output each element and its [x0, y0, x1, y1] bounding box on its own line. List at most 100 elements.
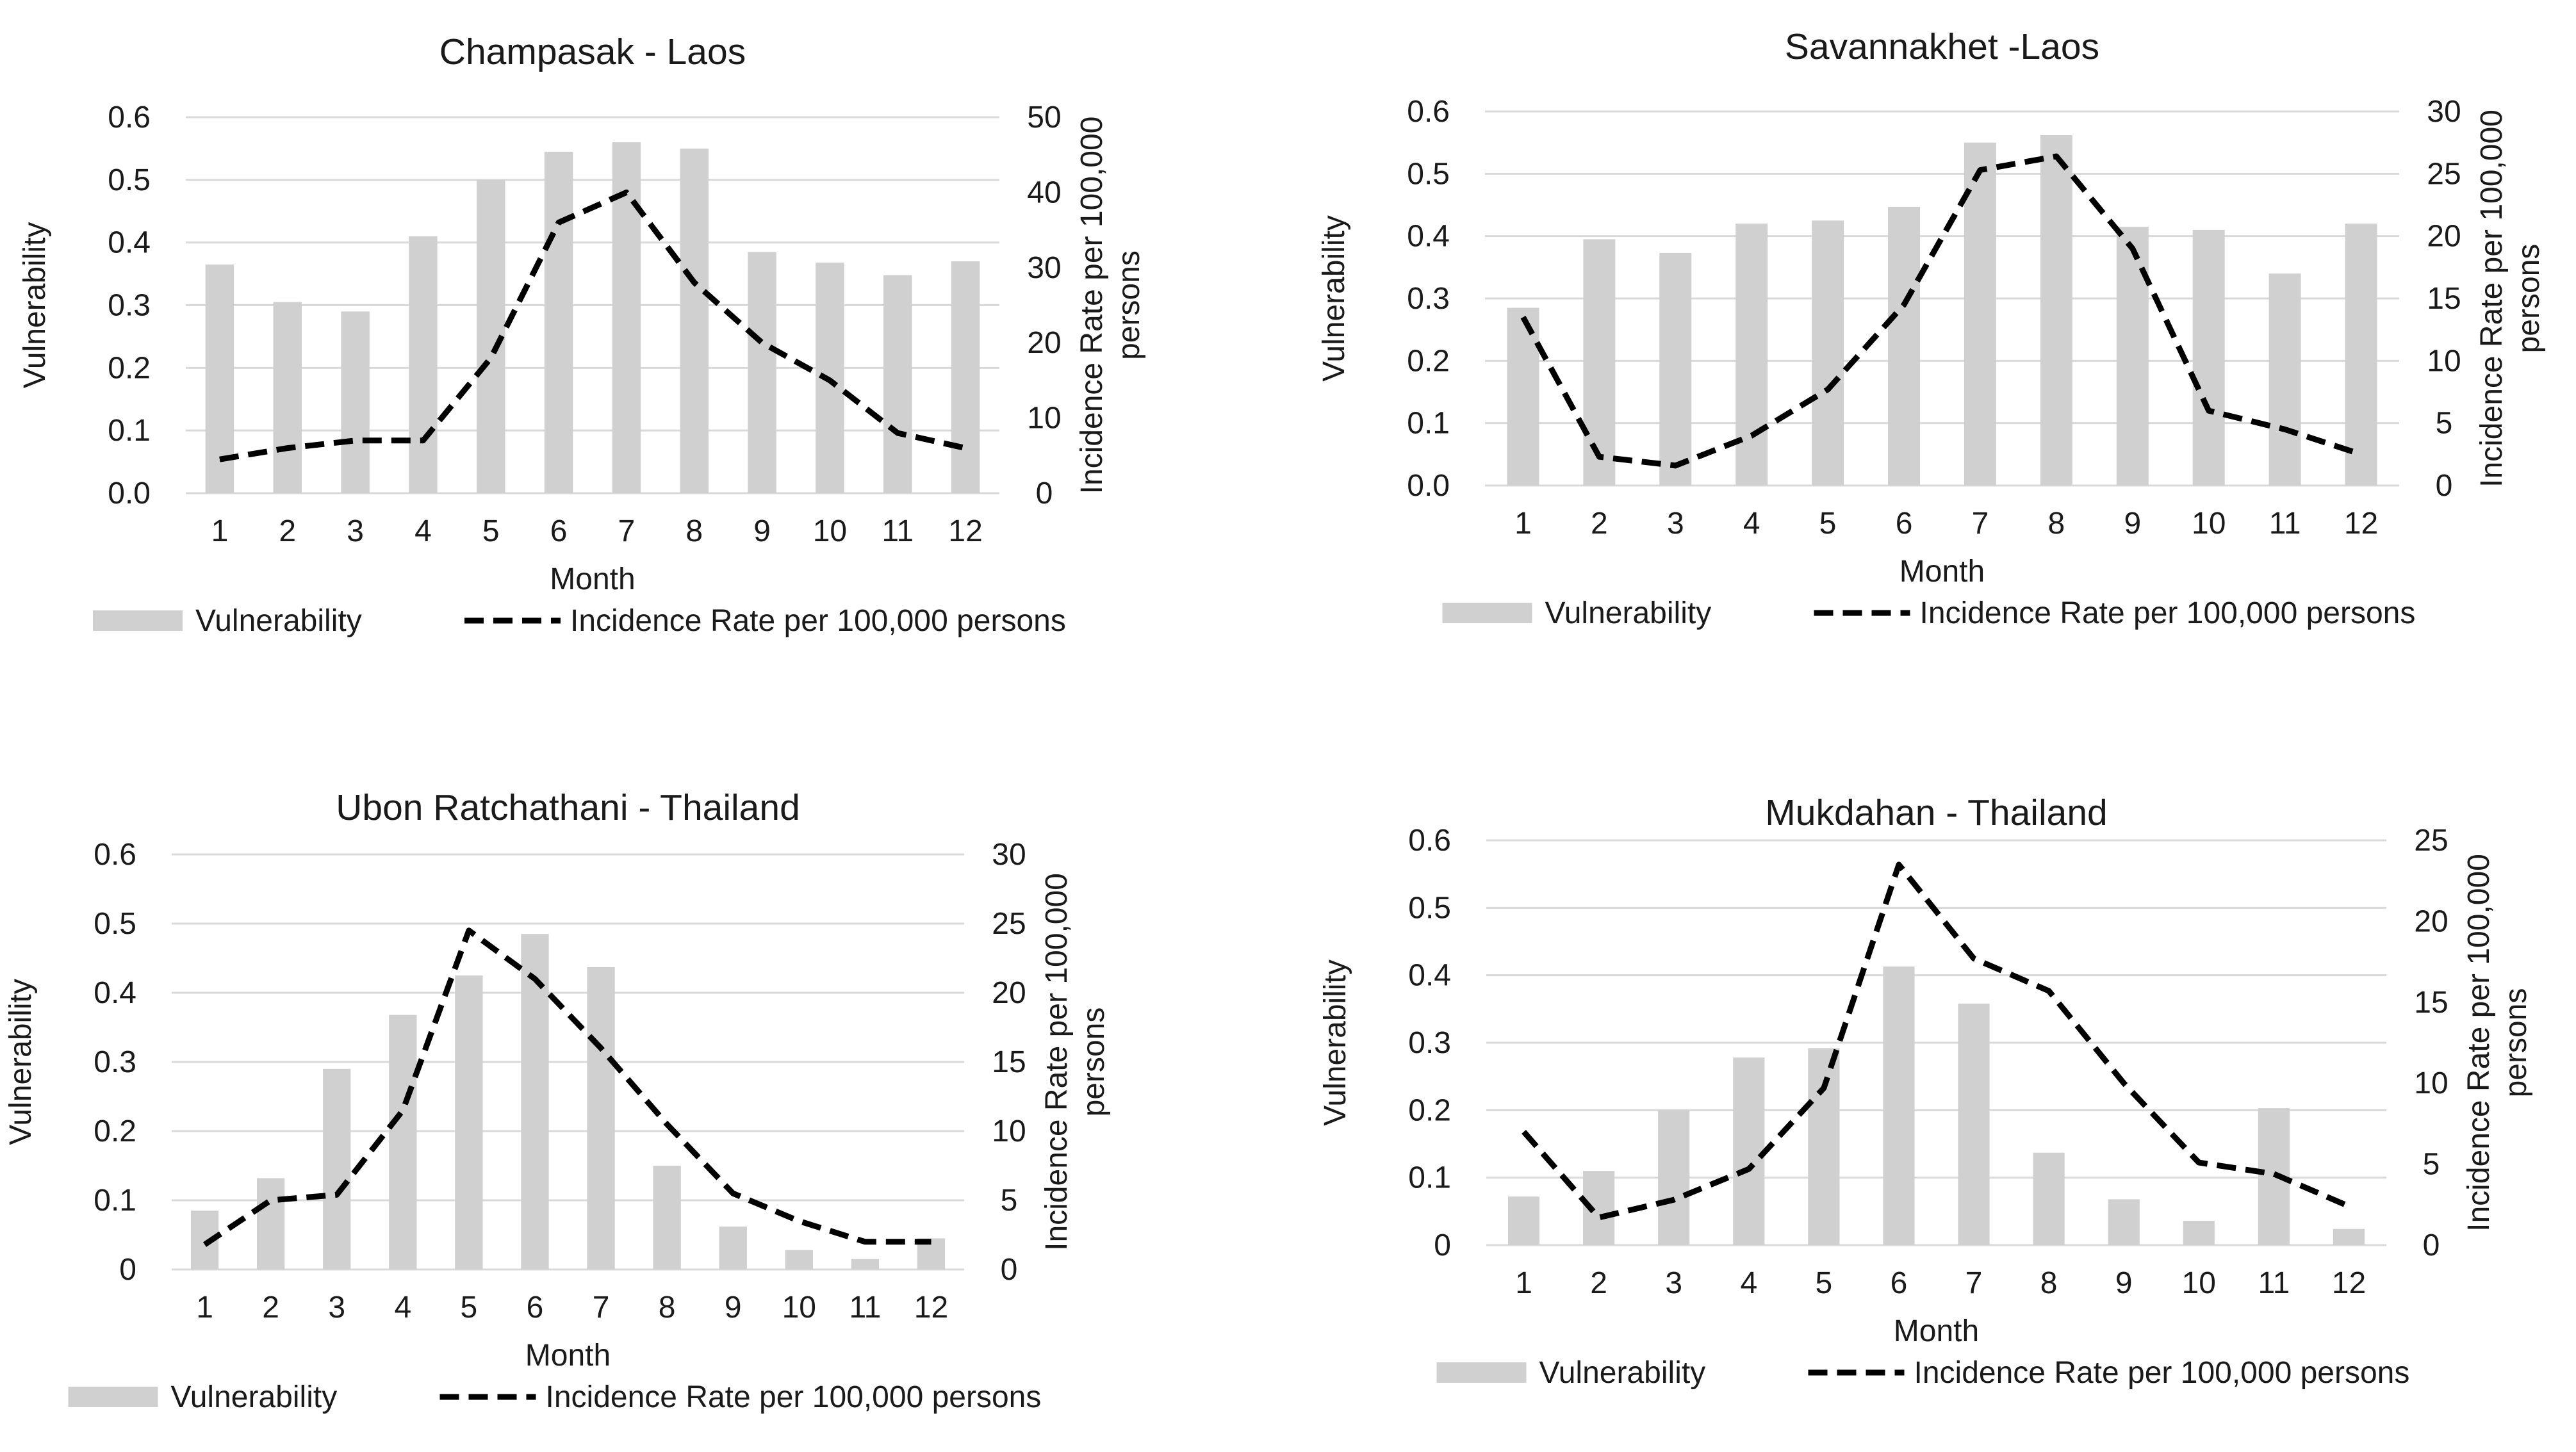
chart-panel-3: Ubon Ratchathani - Thailand 0 0.1 0.2 0.3 0.4…: [4, 787, 1111, 1414]
line-incidence-rate: [202, 927, 931, 1247]
left-tick-label: 0.4: [1407, 220, 1450, 254]
left-tick-label: 0.6: [1408, 824, 1451, 858]
bar-vulnerability: [1735, 224, 1768, 485]
left-tick-label: 0.2: [108, 351, 151, 385]
bar-vulnerability: [2268, 273, 2301, 485]
left-tick-label: 0.6: [94, 838, 136, 872]
bar-vulnerability: [2333, 1228, 2365, 1245]
bar-vulnerability: [1658, 1110, 1690, 1245]
x-tick-label: 2: [279, 514, 296, 548]
right-tick-label: 20: [2427, 220, 2461, 254]
left-tick-label: 0.1: [1408, 1161, 1451, 1195]
line-incidence-rate: [1522, 861, 2350, 1221]
right-tick-label: 30: [1027, 251, 1061, 285]
left-tick-label: 0.5: [94, 907, 136, 941]
x-tick-label: 11: [849, 1291, 881, 1325]
bar-vulnerability: [1888, 206, 1921, 485]
left-tick-label: 0.4: [1408, 959, 1451, 993]
x-tick-label: 12: [914, 1291, 948, 1325]
left-tick-label: 0.5: [108, 163, 151, 197]
bar-vulnerability: [851, 1259, 880, 1269]
x-tick-label: 5: [1819, 507, 1837, 541]
right-tick-label: 25: [992, 907, 1026, 941]
legend-label-incidence-rate: Incidence Rate per 100,000 persons: [570, 604, 1066, 638]
right-tick-label: 15: [992, 1045, 1026, 1079]
x-tick-label: 3: [1667, 507, 1684, 541]
right-tick-label: 5: [2423, 1148, 2440, 1182]
right-axis-label-line1: Incidence Rate per 100,000: [1040, 873, 1074, 1251]
bar-vulnerability: [1808, 1048, 1840, 1245]
bar-vulnerability: [883, 275, 912, 493]
x-tick-label: 7: [618, 514, 636, 548]
bar-vulnerability: [2345, 224, 2377, 485]
x-tick-label: 4: [414, 514, 432, 548]
left-axis-label: Vulnerability: [1317, 215, 1351, 382]
chart-title: Savannakhet -Laos: [1785, 26, 2099, 67]
bar-vulnerability: [455, 975, 483, 1269]
legend-label-incidence-rate: Incidence Rate per 100,000 persons: [1914, 1356, 2410, 1390]
bar-vulnerability: [680, 148, 709, 493]
chart-title: Mukdahan - Thailand: [1765, 792, 2107, 833]
x-tick-label: 3: [328, 1291, 345, 1325]
right-tick-label: 15: [2414, 986, 2448, 1020]
chart-title: Champasak - Laos: [439, 31, 746, 72]
bar-vulnerability: [1733, 1057, 1765, 1245]
right-tick-label: 15: [2427, 282, 2461, 316]
legend-swatch-vulnerability: [1436, 1362, 1527, 1383]
bar-vulnerability: [341, 311, 370, 493]
right-tick-label: 25: [2427, 157, 2461, 191]
bar-vulnerability: [273, 302, 302, 493]
x-tick-label: 6: [550, 514, 568, 548]
bar-vulnerability: [389, 1015, 417, 1269]
right-tick-label: 50: [1027, 101, 1061, 135]
line-point: [798, 1220, 800, 1221]
bar-vulnerability: [785, 1250, 813, 1269]
chart-panel-2: Savannakhet -Laos 0.0 0.1 0.2 0.3 0.4 0.5 0.6 0 5…: [1317, 26, 2546, 630]
right-tick-label: 10: [2414, 1066, 2448, 1100]
right-tick-label: 10: [2427, 344, 2461, 378]
bar-vulnerability: [748, 252, 776, 493]
right-axis-label-line1: Incidence Rate per 100,000: [1075, 117, 1109, 494]
bar-vulnerability: [1507, 307, 1539, 485]
left-tick-label: 0.3: [1407, 282, 1450, 316]
legend-label-incidence-rate: Incidence Rate per 100,000 persons: [546, 1380, 1042, 1414]
x-tick-label: 11: [2258, 1266, 2290, 1300]
x-tick-label: 6: [1896, 507, 1913, 541]
legend-label-vulnerability: Vulnerability: [195, 604, 362, 638]
bar-vulnerability: [409, 236, 438, 493]
left-axis-label: Vulnerability: [4, 979, 38, 1145]
x-tick-label: 8: [659, 1291, 676, 1325]
left-tick-label: 0.4: [94, 976, 136, 1010]
bar-vulnerability: [2116, 227, 2149, 485]
right-axis-label-line1: Incidence Rate per 100,000: [2462, 854, 2496, 1232]
left-tick-label: 0.1: [108, 414, 151, 448]
left-tick-label: 0.2: [94, 1114, 136, 1148]
x-tick-label: 1: [211, 514, 229, 548]
x-tick-label: 12: [2344, 507, 2378, 541]
left-tick-label: 0.4: [108, 226, 151, 260]
x-tick-label: 3: [347, 514, 364, 548]
legend-label-vulnerability: Vulnerability: [1545, 596, 1712, 630]
left-tick-label: 0.2: [1407, 344, 1450, 378]
x-tick-label: 10: [2182, 1266, 2216, 1300]
x-tick-label: 1: [1514, 507, 1532, 541]
x-tick-label: 3: [1665, 1266, 1682, 1300]
line-incidence-rate: [1520, 153, 2362, 469]
left-tick-label: 0: [1434, 1228, 1451, 1262]
bar-vulnerability: [2040, 135, 2072, 485]
x-axis-label: Month: [1899, 555, 1985, 589]
x-tick-label: 9: [753, 514, 771, 548]
bar-vulnerability: [1958, 1003, 1990, 1245]
right-tick-label: 0: [1001, 1253, 1018, 1287]
legend-label-incidence-rate: Incidence Rate per 100,000 persons: [1920, 596, 2416, 630]
x-axis-label: Month: [550, 562, 635, 596]
bar-vulnerability: [256, 1178, 285, 1269]
x-axis-label: Month: [525, 1339, 611, 1373]
x-axis-label: Month: [1894, 1314, 1979, 1348]
right-axis-label-line2: persons: [1077, 1007, 1111, 1117]
x-tick-label: 1: [1515, 1266, 1532, 1300]
left-tick-label: 0.6: [108, 101, 151, 135]
bar-vulnerability: [1964, 142, 1996, 485]
legend-swatch-vulnerability: [1442, 603, 1532, 623]
